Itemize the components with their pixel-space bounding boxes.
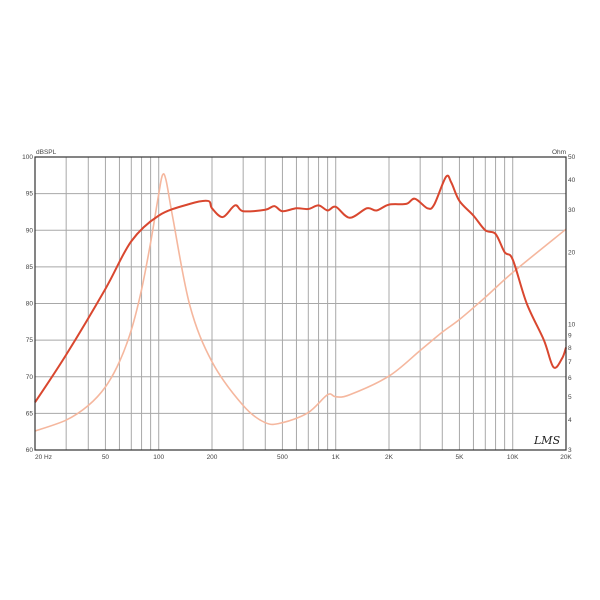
y2-tick-label: 7 [568,359,572,366]
spl-curve [34,174,567,403]
y2-tick-label: 8 [568,345,572,352]
x-tick-label: 50 [102,454,110,461]
y-tick-label: 70 [26,374,34,381]
x-tick-label: 100 [153,454,164,461]
impedance-curve [34,173,567,432]
lms-watermark: LMS [533,434,561,447]
y2-axis-label: Ohm [552,149,566,156]
x-tick-label: 500 [277,454,288,461]
y2-tick-label: 50 [568,154,576,161]
y-tick-label: 60 [26,447,34,454]
curves [34,173,567,432]
x-tick-label: 1K [332,454,341,461]
y-tick-label: 100 [22,154,33,161]
y-tick-label: 65 [26,410,34,417]
tick-labels: 20 Hz 50 100 200 500 1K 2K 5K 10K 20K606570758085… [22,154,575,461]
x-tick-label: 20K [560,454,572,461]
y2-tick-label: 6 [568,375,572,382]
y2-tick-label: 5 [568,394,572,401]
y2-tick-label: 9 [568,333,572,340]
y2-tick-label: 10 [568,322,576,329]
y2-tick-label: 3 [568,447,572,454]
grid [35,157,566,450]
y-tick-label: 95 [26,191,34,198]
x-tick-label: 10K [507,454,519,461]
x-tick-label: 2K [385,454,394,461]
y-tick-label: 80 [26,301,34,308]
y-axis-label: dBSPL [36,149,57,156]
x-tick-label: 20 Hz [35,454,52,461]
y2-tick-label: 20 [568,249,576,256]
y-tick-label: 75 [26,337,34,344]
y-tick-label: 90 [26,227,34,234]
y-tick-label: 85 [26,264,34,271]
x-tick-label: 200 [207,454,218,461]
x-tick-label: 5K [455,454,464,461]
y2-tick-label: 30 [568,207,576,214]
plot-frame [34,156,567,451]
y2-tick-label: 4 [568,417,572,424]
y2-tick-label: 40 [568,177,576,184]
